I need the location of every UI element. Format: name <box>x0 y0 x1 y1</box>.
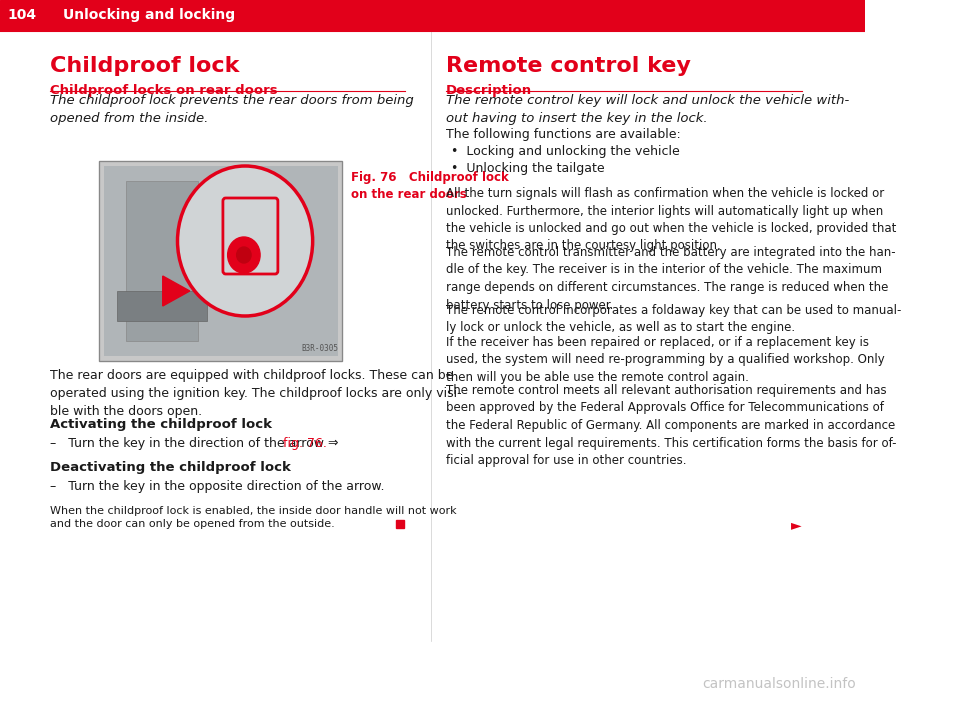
Text: Unlocking and locking: Unlocking and locking <box>63 8 235 22</box>
Text: The remote control meets all relevant authorisation requirements and has
been ap: The remote control meets all relevant au… <box>446 384 897 467</box>
Text: –   Turn the key in the opposite direction of the arrow.: – Turn the key in the opposite direction… <box>50 480 384 493</box>
Text: The remote control transmitter and the battery are integrated into the han-
dle : The remote control transmitter and the b… <box>446 246 896 311</box>
Text: The rear doors are equipped with childproof locks. These can be
operated using t: The rear doors are equipped with childpr… <box>50 369 461 418</box>
Text: fig. 76.: fig. 76. <box>283 437 326 450</box>
Text: ►: ► <box>791 518 802 532</box>
Text: The remote control incorporates a foldaway key that can be used to manual-
ly lo: The remote control incorporates a foldaw… <box>446 304 901 334</box>
Bar <box>99 161 343 361</box>
Text: Remote control key: Remote control key <box>446 56 691 76</box>
Bar <box>104 166 338 356</box>
Text: If the receiver has been repaired or replaced, or if a replacement key is
used, : If the receiver has been repaired or rep… <box>446 336 885 384</box>
Text: Childproof lock: Childproof lock <box>50 56 239 76</box>
Circle shape <box>228 237 260 273</box>
Text: 104: 104 <box>8 8 36 22</box>
Text: When the childproof lock is enabled, the inside door handle will not work
and th: When the childproof lock is enabled, the… <box>50 506 456 529</box>
Text: •  Locking and unlocking the vehicle: • Locking and unlocking the vehicle <box>450 145 680 158</box>
Text: Childproof locks on rear doors: Childproof locks on rear doors <box>50 84 277 97</box>
Text: Description: Description <box>446 84 532 97</box>
Text: –   Turn the key in the direction of the arrow ⇒: – Turn the key in the direction of the a… <box>50 437 338 450</box>
Bar <box>0 0 865 30</box>
Text: The childproof lock prevents the rear doors from being
opened from the inside.: The childproof lock prevents the rear do… <box>50 94 414 125</box>
Circle shape <box>178 166 313 316</box>
Bar <box>126 181 198 341</box>
Circle shape <box>237 247 252 263</box>
Text: The remote control key will lock and unlock the vehicle with-
out having to inse: The remote control key will lock and unl… <box>446 94 850 125</box>
Text: •  Unlocking the tailgate: • Unlocking the tailgate <box>450 162 604 175</box>
Bar <box>117 291 207 321</box>
Text: The following functions are available:: The following functions are available: <box>446 128 681 141</box>
Text: All the turn signals will flash as confirmation when the vehicle is locked or
un: All the turn signals will flash as confi… <box>446 187 897 252</box>
Text: Fig. 76   Childproof lock
on the rear doors: Fig. 76 Childproof lock on the rear door… <box>351 171 509 201</box>
Bar <box>99 161 343 361</box>
Text: Deactivating the childproof lock: Deactivating the childproof lock <box>50 461 291 474</box>
Text: Activating the childproof lock: Activating the childproof lock <box>50 418 272 431</box>
Bar <box>396 520 403 528</box>
Text: B3R-0305: B3R-0305 <box>300 344 338 353</box>
Polygon shape <box>163 276 190 306</box>
Text: carmanualsonline.info: carmanualsonline.info <box>702 677 856 691</box>
